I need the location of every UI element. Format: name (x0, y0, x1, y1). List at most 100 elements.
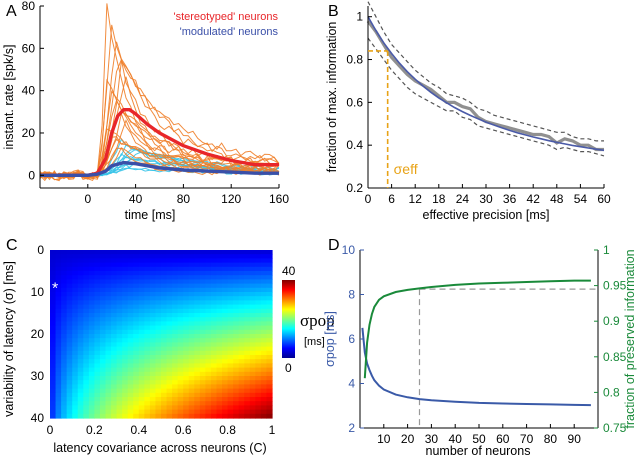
c-heatmap-cell (55, 321, 62, 327)
c-heatmap-cell (116, 413, 123, 419)
c-heatmap-cell (188, 338, 195, 343)
c-heatmap-cell (72, 338, 79, 343)
c-heatmap-cell (166, 346, 173, 352)
c-heatmap-cell (244, 296, 251, 301)
c-heatmap-cell (177, 287, 184, 293)
c-heatmap-cell (188, 266, 195, 272)
c-heatmap-cell (127, 321, 134, 327)
c-heatmap-cell (244, 392, 251, 398)
c-heatmap-cell (194, 296, 201, 301)
c-heatmap-cell (94, 359, 101, 364)
c-heatmap-cell (249, 317, 256, 322)
c-heatmap-cell (244, 355, 251, 360)
c-heatmap-cell (205, 346, 212, 352)
c-heatmap-cell (149, 292, 157, 297)
c-x-tick-label: 0.2 (86, 423, 103, 437)
c-heatmap-cell (199, 300, 206, 306)
c-heatmap-cell (172, 283, 179, 289)
c-heatmap-cell (199, 413, 206, 419)
c-heatmap-cell (127, 317, 134, 322)
c-heatmap-cell (83, 304, 90, 310)
c-heatmap-cell (72, 296, 79, 301)
c-heatmap-cell (55, 262, 62, 268)
c-heatmap-cell (210, 317, 218, 322)
c-heatmap-cell (161, 363, 168, 369)
c-heatmap-cell (77, 413, 84, 419)
c-heatmap-cell (233, 350, 240, 356)
c-heatmap-cell (66, 397, 73, 402)
d-left-tick-label: 8 (348, 288, 355, 302)
c-heatmap-cell (233, 392, 240, 398)
c-heatmap-cell (227, 304, 234, 310)
c-heatmap-cell (177, 271, 184, 276)
c-heatmap-cell (227, 380, 234, 385)
c-heatmap-cell (183, 329, 190, 335)
c-heatmap-cell (177, 388, 184, 394)
c-heatmap-cell (205, 397, 212, 402)
c-heatmap-cell (105, 308, 112, 314)
c-heatmap-cell (238, 384, 245, 390)
c-heatmap-cell (249, 405, 256, 411)
c-heatmap-cell (122, 254, 129, 259)
c-heatmap-cell (266, 350, 273, 356)
c-heatmap-cell (99, 367, 107, 373)
c-heatmap-cell (155, 409, 162, 415)
c-heatmap-cell (194, 355, 201, 360)
c-heatmap-cell (255, 296, 262, 301)
c-heatmap-cell (133, 296, 140, 301)
c-y-tick-label: 40 (31, 411, 45, 425)
c-heatmap-cell (77, 359, 84, 364)
c-heatmap-cell (55, 296, 62, 301)
c-heatmap-cell (216, 271, 223, 276)
c-heatmap-cell (238, 304, 245, 310)
c-heatmap-cell (94, 397, 101, 402)
c-heatmap-cell (238, 313, 245, 318)
c-heatmap-cell (227, 405, 234, 411)
c-heatmap-cell (260, 397, 268, 402)
c-heatmap-cell (238, 262, 245, 268)
c-heatmap-cell (205, 262, 212, 268)
c-heatmap-cell (194, 363, 201, 369)
c-heatmap-cell (222, 401, 229, 406)
c-heatmap-cell (50, 363, 57, 369)
c-heatmap-cell (177, 367, 184, 373)
c-heatmap-cell (55, 287, 62, 293)
c-heatmap-cell (105, 350, 112, 356)
c-heatmap-cell (138, 329, 145, 335)
c-heatmap-cell (105, 275, 112, 280)
c-heatmap-cell (111, 304, 118, 310)
c-heatmap-cell (55, 338, 62, 343)
c-heatmap-cell (249, 279, 256, 285)
c-heatmap-cell (138, 376, 145, 381)
c-heatmap-cell (172, 413, 179, 419)
c-heatmap-cell (233, 405, 240, 411)
c-heatmap-cell (88, 300, 95, 306)
c-heatmap-cell (166, 292, 173, 297)
c-heatmap-cell (155, 342, 162, 348)
c-heatmap-cell (111, 380, 118, 385)
c-heatmap-cell (138, 367, 145, 373)
panel-label-c: C (6, 237, 18, 254)
c-heatmap-cell (260, 300, 268, 306)
c-heatmap-cell (205, 283, 212, 289)
c-heatmap-cell (133, 384, 140, 390)
c-heatmap-cell (244, 388, 251, 394)
c-heatmap-cell (122, 308, 129, 314)
c-heatmap-cell (222, 250, 229, 255)
c-heatmap-cell (244, 376, 251, 381)
c-heatmap-cell (61, 271, 68, 276)
c-heatmap-cell (172, 401, 179, 406)
c-heatmap-cell (216, 338, 223, 343)
c-heatmap-cell (205, 384, 212, 390)
c-heatmap-cell (216, 321, 223, 327)
c-heatmap-cell (105, 296, 112, 301)
c-heatmap-cell (116, 380, 123, 385)
c-heatmap-cell (238, 409, 245, 415)
c-heatmap-cell (233, 371, 240, 377)
c-heatmap-cell (266, 363, 273, 369)
c-heatmap-cell (210, 376, 218, 381)
c-heatmap-cell (210, 296, 218, 301)
c-heatmap-cell (77, 250, 84, 255)
c-heatmap-cell (194, 392, 201, 398)
c-heatmap-cell (249, 397, 256, 402)
